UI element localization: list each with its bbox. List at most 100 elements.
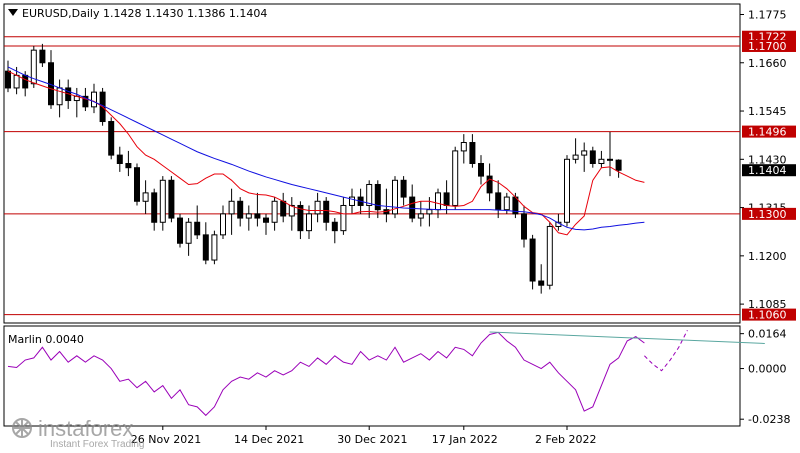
main-chart-frame [3,3,741,324]
candle-body [443,192,450,206]
level-tag [742,308,796,321]
candle-body [598,158,605,164]
candle-body [409,196,416,219]
candle-body [521,213,527,240]
level-tag-label: 1.1300 [748,208,787,221]
candle-body [417,213,424,219]
level-tag [742,207,796,220]
candle-body [228,200,235,215]
price-tick-label: 1.1200 [748,250,787,263]
candle-body [297,204,304,232]
chart-menu-triangle-icon[interactable] [8,9,18,16]
candle-body [460,142,467,152]
candle-body [546,225,553,286]
candle-body [177,217,183,244]
watermark-brand: instaforex [38,416,133,441]
candle-body [151,192,158,223]
candle-body [30,49,37,85]
candle-body [374,183,381,211]
candle-body [607,158,613,161]
candle-body [91,91,97,108]
candle-body [495,192,502,211]
marlin-line [7,331,645,417]
watermark-tagline: Instant Forex Trading [50,439,145,450]
time-tick-label: 30 Dec 2021 [337,433,407,446]
candle-body [564,158,570,223]
price-tick-label: 1.1085 [748,298,787,311]
price-axis: 1.17751.16601.15451.14301.13151.12001.10… [740,8,796,322]
candle-body [159,179,166,223]
last-price-tag [742,164,796,177]
oscillator-tick-label: -0.0238 [748,413,790,426]
level-tag [742,125,796,138]
candle-body [194,221,201,236]
candle-body [581,150,588,156]
level-tag-label: 1.1496 [748,126,787,139]
candle-body [82,95,89,108]
candle-body [426,209,433,215]
candle-body [314,200,321,215]
candle-body [392,179,398,215]
candle-body [452,150,459,206]
candle-body [116,154,123,165]
price-tick-label: 1.1545 [748,105,787,118]
candle-body [538,280,545,286]
candle-body [589,150,596,165]
oscillator-tick-label: 0.0000 [748,363,787,376]
fast-moving-average-line [7,70,645,236]
time-tick-label: 17 Jan 2022 [432,433,498,446]
candle-body [478,163,484,177]
marlin-projection-line [644,330,688,372]
oscillator: 0.0164 0.0000 -0.0238 [7,328,790,426]
candle-body [13,74,20,89]
candle-body [572,154,579,160]
candle-body [323,200,330,223]
horizontal-levels [4,36,740,316]
slow-moving-average-line [7,66,645,231]
time-tick-label: 2 Feb 2022 [535,433,596,446]
candle-body [486,175,493,194]
candle-body [340,204,347,232]
candle-body [39,49,46,64]
candle-body [237,200,244,219]
candle-body [108,121,115,156]
candle-body [280,200,287,217]
candle-body [220,213,226,236]
oscillator-title: Marlin 0.0040 [8,333,84,346]
candle-body [254,213,261,219]
oscillator-frame [3,325,741,427]
candle-body [349,196,355,206]
candle-body [366,183,373,206]
candle-body [211,234,218,261]
oscillator-tick-label: 0.0164 [748,328,787,341]
price-tick-label: 1.1775 [748,8,787,21]
candle-body [306,213,312,232]
time-axis: 26 Nov 2021 14 Dec 2021 30 Dec 2021 17 Jan … [131,426,596,446]
time-tick-label: 14 Dec 2021 [234,433,304,446]
candle-body [168,179,175,219]
symbol-header: EURUSD,Daily 1.1428 1.1430 1.1386 1.1404 [22,7,267,20]
candle-body [202,234,209,261]
price-tick-label: 1.1430 [748,153,787,166]
candle-body [331,221,338,232]
watermark: instaforex Instant Forex Trading [12,416,145,450]
candles [5,43,622,294]
level-tag [742,39,796,52]
time-tick-label: 26 Nov 2021 [131,433,201,446]
candle-body [435,192,441,211]
instaforex-logo-icon [12,418,32,438]
level-tag-label: 1.1700 [748,40,787,53]
level-tag [742,30,796,43]
level-tag-label: 1.1060 [748,309,787,322]
price-tick-label: 1.1660 [748,57,787,70]
candle-body [263,217,269,223]
candle-body [125,163,132,169]
candle-body [22,74,29,89]
candle-body [503,196,510,211]
candle-body [5,70,11,89]
candle-body [529,238,536,282]
last-price-label: 1.1404 [748,164,787,177]
candle-body [134,167,140,202]
moving-averages [7,66,645,236]
